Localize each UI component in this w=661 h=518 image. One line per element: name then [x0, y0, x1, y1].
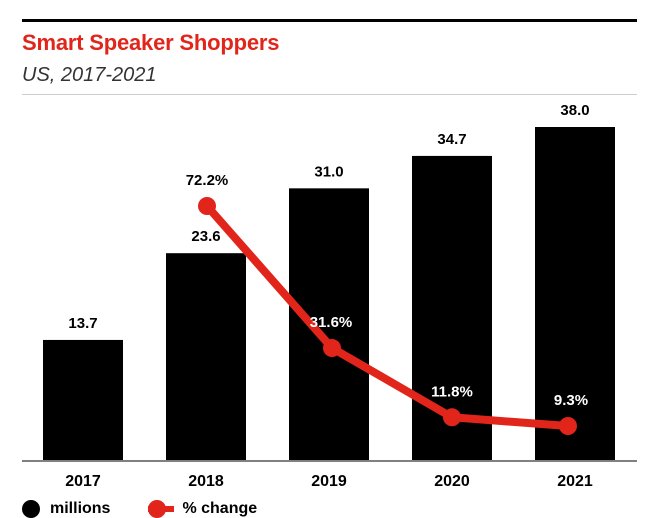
change-point-2021: [559, 417, 577, 435]
bar-value-label-2018: 23.6: [191, 228, 220, 245]
legend-label-change: % change: [182, 500, 258, 517]
bar-2021: [535, 127, 615, 460]
legend-label-millions: millions: [50, 500, 111, 517]
bar-value-label-2017: 13.7: [68, 315, 97, 332]
x-tick-label-2018: 2018: [188, 473, 224, 490]
bar-value-label-2019: 31.0: [314, 163, 343, 180]
change-point-2020: [443, 408, 461, 427]
x-tick-label-2017: 2017: [65, 473, 101, 490]
legend-swatch-change: [148, 500, 175, 518]
chart-title: Smart Speaker Shoppers: [22, 30, 280, 55]
x-tick-label-2021: 2021: [557, 473, 593, 490]
legend-item-millions: millions: [22, 500, 110, 518]
legend-item-change: % change: [148, 500, 257, 518]
bar-2017: [43, 339, 123, 460]
x-tick-label-2020: 2020: [434, 473, 470, 490]
top-rule: [22, 19, 637, 22]
change-value-label-2019: 31.6%: [310, 314, 353, 331]
chart-area: 13.7 2017 23.6 2018 31.0 2019 34.7 2020 38.0 2021…: [22, 102, 637, 490]
subtitle-divider: [22, 94, 637, 95]
chart-subtitle: US, 2017-2021: [22, 64, 157, 86]
bar-2018: [166, 253, 246, 460]
change-value-label-2021: 9.3%: [554, 392, 588, 409]
change-value-label-2020: 11.8%: [431, 383, 473, 400]
change-value-label-2018: 72.2%: [186, 172, 229, 189]
bar-2019: [289, 188, 369, 460]
legend: millions % change: [22, 500, 295, 518]
change-series-line: [203, 202, 572, 430]
x-tick-label-2019: 2019: [311, 473, 347, 490]
change-point-2019: [323, 339, 341, 358]
change-point-2018: [198, 197, 216, 215]
bar-value-label-2020: 34.7: [437, 131, 466, 148]
bar-value-label-2021: 38.0: [560, 102, 589, 119]
legend-swatch-millions: [22, 500, 40, 518]
